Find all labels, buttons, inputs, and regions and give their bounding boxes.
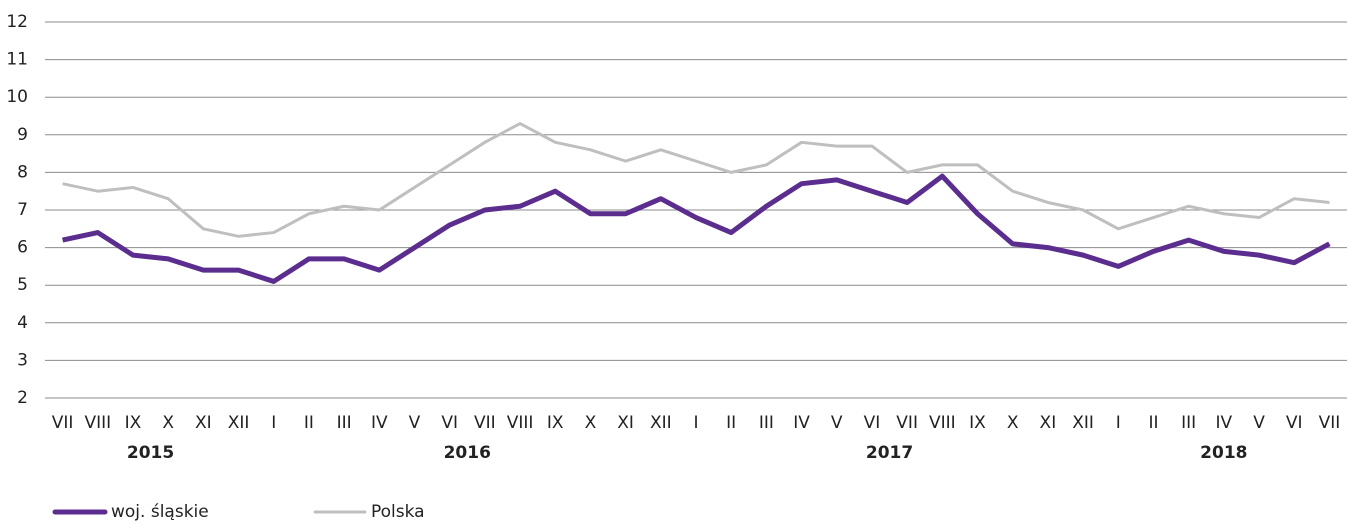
x-tick-label: IV: [371, 413, 388, 433]
y-tick-label: 3: [17, 350, 28, 370]
y-tick-label: 7: [17, 200, 28, 220]
x-tick-label: VII: [52, 413, 74, 433]
series-line: [62, 173, 1331, 284]
x-tick-label: III: [1181, 413, 1196, 433]
x-tick-label: VI: [864, 413, 881, 433]
x-tick-label: VI: [441, 413, 458, 433]
y-tick-label: 11: [6, 50, 28, 70]
x-tick-label: IX: [125, 413, 142, 433]
y-tick-label: 2: [17, 388, 28, 408]
x-tick-label: XII: [650, 413, 672, 433]
x-tick-label: X: [1007, 413, 1019, 433]
x-tick-label: XII: [228, 413, 250, 433]
y-tick-label: 6: [17, 238, 28, 258]
x-tick-label: VI: [1286, 413, 1303, 433]
y-tick-label: 4: [17, 313, 28, 333]
year-label: 2015: [127, 443, 174, 463]
x-tick-label: VII: [1319, 413, 1341, 433]
x-tick-label: IV: [793, 413, 810, 433]
y-tick-label: 9: [17, 125, 28, 145]
x-tick-label: I: [693, 413, 698, 433]
year-label: 2016: [444, 443, 491, 463]
x-tick-label: III: [759, 413, 774, 433]
x-tick-label: I: [271, 413, 276, 433]
x-tick-label: VIII: [507, 413, 534, 433]
x-tick-label: V: [1253, 413, 1265, 433]
y-tick-label: 12: [6, 12, 28, 32]
x-tick-label: IX: [547, 413, 564, 433]
y-tick-label: 5: [17, 275, 28, 295]
x-tick-label: II: [1148, 413, 1158, 433]
x-tick-label: VIII: [84, 413, 111, 433]
x-tick-label: X: [162, 413, 174, 433]
x-tick-label: XII: [1072, 413, 1094, 433]
legend-label: woj. śląskie: [111, 502, 209, 522]
x-tick-label: XI: [195, 413, 212, 433]
x-tick-label: IV: [1216, 413, 1233, 433]
series-line: [62, 122, 1330, 238]
x-tick-label: II: [726, 413, 736, 433]
x-tick-label: X: [585, 413, 597, 433]
x-tick-label: V: [831, 413, 843, 433]
x-tick-label: V: [409, 413, 421, 433]
x-tick-label: XI: [1040, 413, 1057, 433]
year-label: 2018: [1200, 443, 1247, 463]
x-tick-label: XI: [617, 413, 634, 433]
x-tick-label: IX: [969, 413, 986, 433]
x-tick-label: III: [337, 413, 352, 433]
year-label: 2017: [866, 443, 913, 463]
x-tick-label: VII: [896, 413, 918, 433]
x-tick-label: VIII: [929, 413, 956, 433]
y-tick-label: 10: [6, 87, 28, 107]
x-tick-label: I: [1116, 413, 1121, 433]
y-tick-label: 8: [17, 162, 28, 182]
x-tick-label: II: [304, 413, 314, 433]
legend-label: Polska: [371, 502, 425, 522]
x-tick-label: VII: [474, 413, 496, 433]
